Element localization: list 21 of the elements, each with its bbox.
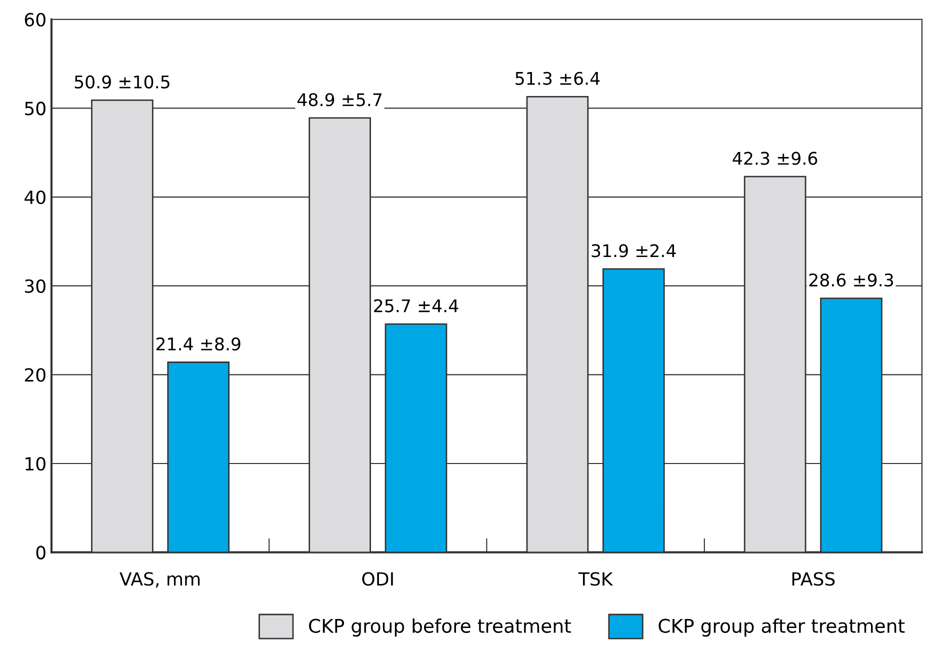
y-tick-label: 30	[25, 279, 46, 293]
data-label: 28.6 ±9.3	[809, 273, 894, 287]
x-tick-label: TSK	[578, 572, 614, 586]
y-tick-label: 50	[25, 102, 46, 116]
x-tick-label: ODI	[362, 572, 393, 586]
x-tick-label: VAS, mm	[120, 572, 200, 588]
data-label: 48.9 ±5.7	[298, 93, 382, 106]
y-tick-label: 40	[24, 190, 46, 204]
legend-label: CKP group before treatment	[309, 618, 571, 637]
y-tick-label: 60	[24, 12, 46, 26]
y-tick-label: 20	[24, 368, 46, 382]
data-label: 21.4 ±8.9	[156, 337, 240, 351]
data-label: 31.9 ±2.4	[592, 244, 676, 258]
y-tick-label: 0	[36, 546, 46, 560]
y-tick-label: 10	[26, 456, 46, 471]
data-label: 42.3 ±9.6	[732, 152, 818, 165]
data-label: 50.9 ±10.5	[74, 75, 170, 89]
legend-label: CKP group after treatment	[658, 618, 905, 637]
x-tick-label: PASS	[792, 572, 835, 586]
data-label: 25.7 ±4.4	[374, 299, 458, 312]
data-label: 51.3 ±6.4	[516, 72, 600, 85]
